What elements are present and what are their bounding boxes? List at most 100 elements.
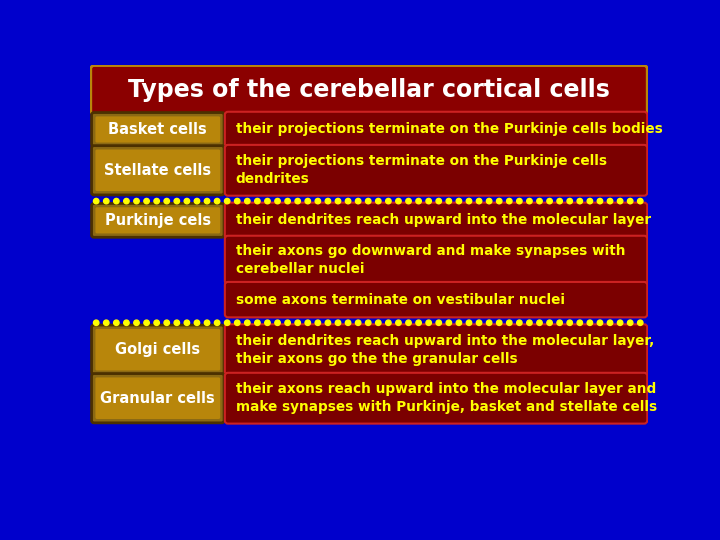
Circle shape [285,320,290,326]
Circle shape [577,320,582,326]
Circle shape [547,320,552,326]
Text: Types of the cerebellar cortical cells: Types of the cerebellar cortical cells [128,78,610,102]
Circle shape [245,198,250,204]
Circle shape [537,320,542,326]
Circle shape [517,198,522,204]
Circle shape [376,198,381,204]
FancyBboxPatch shape [91,374,224,423]
FancyBboxPatch shape [225,236,647,284]
FancyBboxPatch shape [96,207,220,233]
Circle shape [114,320,119,326]
Circle shape [265,320,270,326]
Circle shape [154,320,159,326]
Text: Purkinje cels: Purkinje cels [104,213,211,228]
Circle shape [124,198,129,204]
Circle shape [487,198,492,204]
Circle shape [174,320,179,326]
Circle shape [295,198,300,204]
Circle shape [577,198,582,204]
Circle shape [265,198,270,204]
Circle shape [184,198,189,204]
Circle shape [94,198,99,204]
Circle shape [497,198,502,204]
Text: Basket cells: Basket cells [109,122,207,137]
FancyBboxPatch shape [96,150,220,191]
Circle shape [346,198,351,204]
Circle shape [456,198,462,204]
Circle shape [607,320,613,326]
Circle shape [467,320,472,326]
Circle shape [285,198,290,204]
Circle shape [255,320,260,326]
Circle shape [467,198,472,204]
Text: their axons go downward and make synapses with
cerebellar nuclei: their axons go downward and make synapse… [235,244,625,276]
Text: some axons terminate on vestibular nuclei: some axons terminate on vestibular nucle… [235,293,564,307]
Circle shape [588,198,593,204]
Circle shape [134,198,139,204]
Circle shape [215,198,220,204]
Circle shape [295,320,300,326]
FancyBboxPatch shape [225,112,647,147]
Circle shape [386,320,391,326]
Circle shape [517,320,522,326]
Circle shape [184,320,189,326]
Circle shape [225,198,230,204]
FancyBboxPatch shape [225,282,647,318]
Circle shape [114,198,119,204]
Circle shape [174,198,179,204]
Circle shape [597,320,603,326]
Circle shape [446,198,451,204]
Circle shape [124,320,129,326]
Circle shape [235,198,240,204]
Circle shape [567,198,572,204]
Circle shape [366,320,371,326]
Circle shape [366,198,371,204]
Circle shape [356,198,361,204]
Circle shape [416,198,421,204]
Circle shape [426,320,431,326]
Circle shape [527,320,532,326]
Circle shape [225,320,230,326]
Text: their projections terminate on the Purkinje cells
dendrites: their projections terminate on the Purki… [235,154,607,186]
Circle shape [637,320,643,326]
Circle shape [567,320,572,326]
Circle shape [204,320,210,326]
Circle shape [507,198,512,204]
Circle shape [386,198,391,204]
Circle shape [416,320,421,326]
Circle shape [275,320,280,326]
Circle shape [305,320,310,326]
Circle shape [406,320,411,326]
Circle shape [406,198,411,204]
Circle shape [617,198,623,204]
Circle shape [537,198,542,204]
FancyBboxPatch shape [225,325,647,375]
Circle shape [164,198,169,204]
Circle shape [557,198,562,204]
Circle shape [104,198,109,204]
Circle shape [336,320,341,326]
FancyBboxPatch shape [91,146,224,195]
FancyBboxPatch shape [91,65,647,114]
Circle shape [426,198,431,204]
Circle shape [356,320,361,326]
Circle shape [446,320,451,326]
Circle shape [204,198,210,204]
FancyBboxPatch shape [91,204,224,237]
Text: their dendrites reach upward into the molecular layer: their dendrites reach upward into the mo… [235,213,651,227]
Circle shape [487,320,492,326]
Circle shape [497,320,502,326]
Text: Granular cells: Granular cells [100,391,215,406]
Circle shape [255,198,260,204]
Circle shape [305,198,310,204]
Circle shape [396,320,401,326]
Circle shape [144,320,149,326]
Text: their projections terminate on the Purkinje cells bodies: their projections terminate on the Purki… [235,123,662,137]
FancyBboxPatch shape [91,325,224,374]
Circle shape [607,198,613,204]
Circle shape [315,320,320,326]
FancyBboxPatch shape [225,145,647,195]
Text: Golgi cells: Golgi cells [115,342,200,357]
Circle shape [627,320,633,326]
Circle shape [507,320,512,326]
